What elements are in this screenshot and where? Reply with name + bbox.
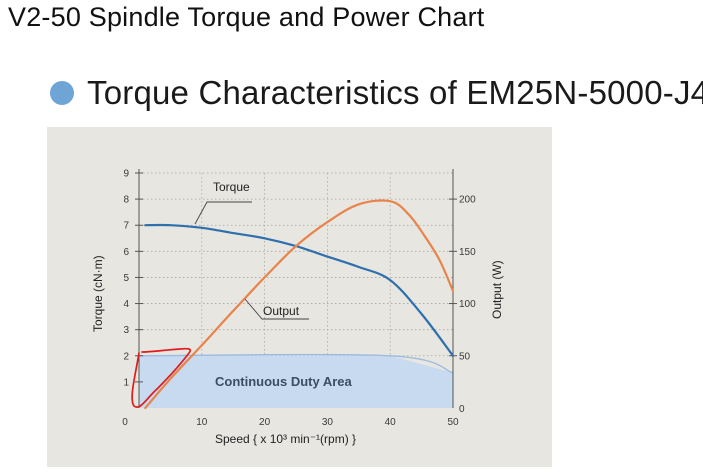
x-tick-label: 20 [259, 417, 271, 428]
continuous-duty-area [139, 355, 453, 408]
grid [139, 172, 454, 408]
y-tick-label: 9 [123, 169, 129, 180]
y-tick-label: 4 [123, 299, 129, 310]
y2-tick-label: 150 [459, 247, 476, 258]
page-title: V2-50 Spindle Torque and Power Chart [8, 2, 485, 32]
red-highlight-mark [131, 347, 192, 408]
y2-tick-label: 200 [459, 195, 476, 206]
continuous-duty-area-label: Continuous Duty Area [215, 374, 353, 389]
output-series-line [144, 199, 455, 410]
x-tick-label: 40 [385, 417, 397, 428]
x-tick-label: 10 [196, 417, 208, 428]
x-tick-label: 30 [322, 417, 334, 428]
y2-tick-label: 50 [459, 351, 471, 362]
y2-axis-title: Output (W) [490, 260, 504, 319]
y2-tick-label: 100 [459, 299, 476, 310]
labels-layer: Torque Output Continuous Duty Area Speed… [91, 180, 504, 446]
y-tick-label: 3 [123, 325, 129, 336]
series-layer [144, 199, 455, 410]
chart-subtitle: Torque Characteristics of EM25N-5000-J4 [87, 74, 703, 111]
x-tick-label: 0 [122, 417, 128, 428]
y-tick-label: 6 [123, 247, 129, 258]
y-tick-label: 7 [123, 221, 129, 232]
y-tick-label: 2 [123, 351, 129, 362]
continuous-duty-area-edge [138, 353, 454, 374]
y-tick-label: 8 [123, 195, 129, 206]
output-annotation-leader [244, 298, 309, 320]
chart-heading: Torque Characteristics of EM25N-5000-J4 [50, 74, 703, 112]
duty-area-layer [138, 353, 454, 408]
y-tick-label: 5 [123, 273, 129, 284]
output-annotation-label: Output [263, 304, 300, 318]
x-tick-label: 50 [447, 417, 459, 428]
highlight-layer [131, 347, 192, 408]
y-tick-label: 1 [123, 377, 129, 388]
torque-annotation-leader [194, 201, 252, 225]
torque-annotation-label: Torque [213, 180, 250, 194]
chart-figure: 1 2 3 4 5 6 7 8 9 0 50 100 150 200 0 10 20 30 40 50 Torque … [47, 127, 552, 467]
bullet-icon [50, 81, 74, 105]
y2-tick-label: 0 [459, 404, 465, 415]
x-axis-title: Speed { x 10³ min⁻¹(rpm) } [215, 432, 356, 446]
y-axis-title: Torque (cN·m) [91, 255, 105, 332]
